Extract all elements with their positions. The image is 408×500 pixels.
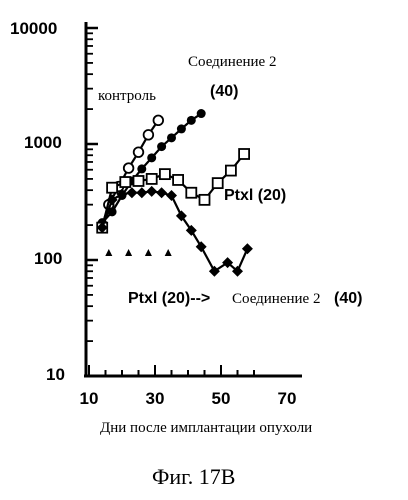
y-tick-label-100: 100 xyxy=(34,249,62,268)
data-point-open-square xyxy=(200,195,210,205)
data-point-filled-diamond xyxy=(196,241,207,252)
data-point-open-square xyxy=(147,174,157,184)
data-point-filled-diamond xyxy=(166,190,177,201)
data-point-open-square xyxy=(186,188,196,198)
data-point-filled-circle xyxy=(177,124,186,133)
annotation-sequence-compound2: Соединение 2 xyxy=(232,291,320,307)
data-point-open-square xyxy=(120,177,130,187)
y-tick-label-1000: 1000 xyxy=(24,133,62,152)
data-point-filled-circle xyxy=(157,142,166,151)
annotation-control: контроль xyxy=(98,88,156,104)
series-filled-circle xyxy=(98,109,206,227)
data-point-filled-diamond xyxy=(146,186,157,197)
data-point-filled-circle xyxy=(197,109,206,118)
annotation-ptxl: Ptxl (20) xyxy=(224,187,286,204)
y-ticks xyxy=(86,28,98,376)
data-point-filled-diamond xyxy=(156,187,167,198)
annotation-compound2: Соединение 2 xyxy=(188,54,276,70)
figure-caption: Фиг. 17B xyxy=(152,464,235,489)
annotation-sequence-dose: (40) xyxy=(334,290,362,307)
data-point-open-square xyxy=(239,149,249,159)
data-point-open-square xyxy=(134,176,144,186)
x-tick-label-70: 70 xyxy=(278,389,297,408)
treatment-marker xyxy=(125,249,132,256)
data-point-open-square xyxy=(226,166,236,176)
data-point-filled-diamond xyxy=(136,187,147,198)
treatment-markers xyxy=(105,249,171,256)
x-tick-label-10: 10 xyxy=(80,389,99,408)
data-point-filled-diamond xyxy=(242,243,253,254)
data-point-open-circle xyxy=(124,163,134,173)
data-point-open-square xyxy=(107,183,117,193)
x-tick-label-30: 30 xyxy=(146,389,165,408)
y-tick-label-10000: 10000 xyxy=(10,19,57,38)
data-point-open-square xyxy=(213,178,223,188)
treatment-marker xyxy=(165,249,172,256)
data-point-filled-circle xyxy=(187,116,196,125)
x-ticks xyxy=(89,365,254,376)
y-tick-label-10: 10 xyxy=(46,365,65,384)
data-point-open-circle xyxy=(154,116,164,126)
data-point-open-circle xyxy=(134,147,144,157)
x-tick-label-50: 50 xyxy=(212,389,231,408)
data-point-filled-circle xyxy=(137,164,146,173)
annotation-compound2-dose: (40) xyxy=(210,83,238,100)
annotation-sequence-ptxl: Ptxl (20)--> xyxy=(128,290,210,307)
treatment-marker xyxy=(145,249,152,256)
treatment-marker xyxy=(105,249,112,256)
data-point-open-square xyxy=(173,175,183,185)
x-axis-label: Дни после имплантации опухоли xyxy=(100,420,312,436)
data-point-filled-diamond xyxy=(126,187,137,198)
data-point-open-square xyxy=(160,169,170,179)
data-point-filled-circle xyxy=(167,133,176,142)
data-point-open-circle xyxy=(144,130,154,140)
data-point-filled-circle xyxy=(147,153,156,162)
